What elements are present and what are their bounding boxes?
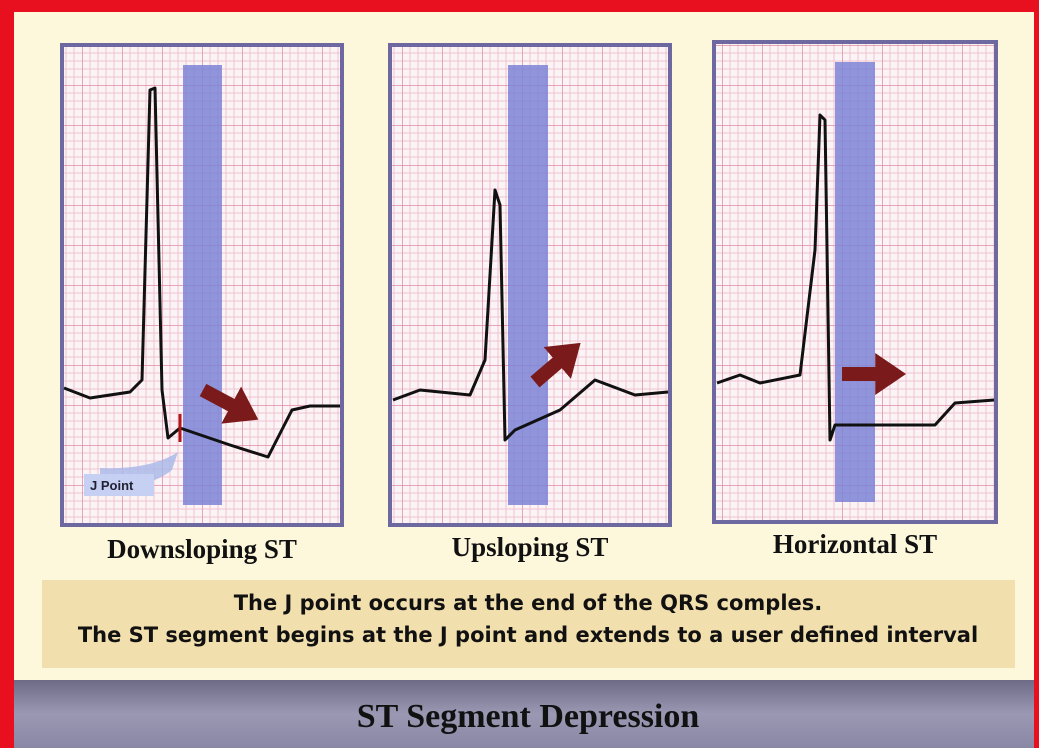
- panel-horizontal: [712, 40, 998, 524]
- panel-label: Downsloping ST: [107, 534, 297, 564]
- note-box: [42, 580, 1015, 668]
- panel-label: Horizontal ST: [773, 529, 937, 559]
- j-point-tag: [84, 474, 154, 496]
- note-line: The J point occurs at the end of the QRS…: [234, 591, 823, 615]
- st-band: [835, 62, 875, 502]
- note-line: The ST segment begins at the J point and…: [78, 623, 978, 647]
- arrow: [199, 383, 259, 424]
- panel-upsloping: [388, 43, 672, 527]
- st-band: [508, 65, 548, 505]
- title: ST Segment Depression: [357, 698, 700, 735]
- ecg-trace: [63, 86, 340, 459]
- panel-label: Upsloping ST: [452, 532, 609, 562]
- banner: [14, 680, 1034, 748]
- ecg-trace: [716, 113, 995, 442]
- j-point-label: J Point: [90, 478, 134, 493]
- panel-downsloping: J Point: [60, 43, 344, 527]
- arrow: [530, 342, 581, 388]
- ecg-trace: [392, 188, 669, 442]
